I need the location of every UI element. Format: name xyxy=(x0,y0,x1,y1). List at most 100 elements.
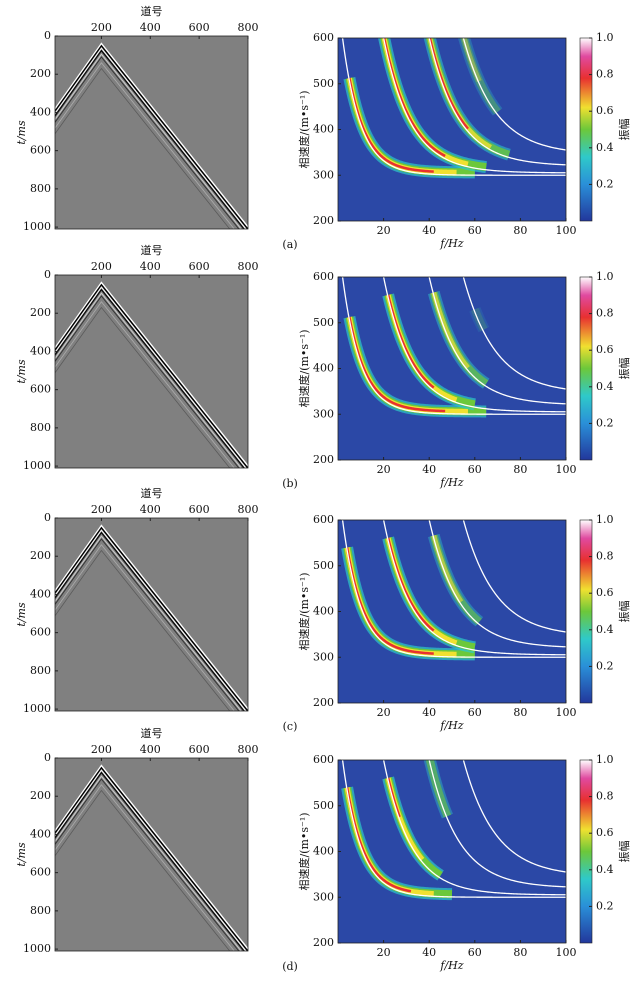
x-tick-label: 20 xyxy=(377,463,391,476)
panel-caption: (d) xyxy=(282,960,298,973)
x-tick-label: 60 xyxy=(468,946,482,959)
colorbar-tick-label: 0.8 xyxy=(596,68,614,81)
wavefront xyxy=(55,295,240,468)
wavefront xyxy=(55,56,240,229)
y-tick-label: 0 xyxy=(44,268,51,281)
energy xyxy=(457,38,503,116)
plot-frame xyxy=(54,274,249,469)
y-tick-label: 300 xyxy=(313,407,334,420)
panel-caption: (a) xyxy=(282,238,297,251)
x-tick-label: 200 xyxy=(91,260,112,273)
energy xyxy=(348,77,434,173)
y-axis-label: t/ms xyxy=(15,120,28,145)
y-axis-label: 相速度/(m•s⁻¹) xyxy=(297,812,311,890)
x-tick-label: 20 xyxy=(377,224,391,237)
energy xyxy=(469,307,490,333)
y-tick-label: 600 xyxy=(313,270,334,283)
x-tick-label: 80 xyxy=(513,706,527,719)
x-tick-label: 60 xyxy=(468,224,482,237)
wavefront xyxy=(55,283,248,468)
x-tick-label: 40 xyxy=(422,706,436,719)
x-tick-label: 60 xyxy=(468,463,482,476)
x-axis-label: f/Hz xyxy=(439,476,463,489)
x-axis-label: f/Hz xyxy=(439,719,463,732)
wavefront xyxy=(55,529,247,711)
x-tick-label: 600 xyxy=(189,503,210,516)
x-tick-label: 100 xyxy=(556,463,577,476)
energy xyxy=(348,316,446,413)
y-tick-label: 600 xyxy=(313,753,334,766)
y-tick-label: 0 xyxy=(44,751,51,764)
colorbar-tick-label: 0.8 xyxy=(596,790,614,803)
theory-curve xyxy=(428,760,566,888)
background xyxy=(338,520,566,703)
y-tick-label: 500 xyxy=(313,559,334,572)
x-tick-label: 40 xyxy=(422,946,436,959)
y-tick-label: 200 xyxy=(313,696,334,709)
energy xyxy=(431,534,464,604)
colorbar-tick-label: 0.6 xyxy=(596,826,614,839)
theory-curve xyxy=(382,760,566,896)
x-axis-label: 道号 xyxy=(141,4,163,18)
energy xyxy=(431,291,470,370)
y-tick-label: 500 xyxy=(313,316,334,329)
y-axis-label: t/ms xyxy=(15,842,28,867)
y-tick-label: 400 xyxy=(30,344,51,357)
dispersion-image xyxy=(338,520,566,703)
y-axis-label: t/ms xyxy=(15,359,28,384)
y-tick-label: 300 xyxy=(313,650,334,663)
y-axis-label: 相速度/(m•s⁻¹) xyxy=(297,329,311,407)
y-tick-label: 600 xyxy=(30,144,51,157)
y-tick-label: 1000 xyxy=(23,220,51,233)
x-tick-label: 400 xyxy=(140,743,161,756)
x-tick-label: 600 xyxy=(189,260,210,273)
theory-curve xyxy=(428,520,566,648)
y-tick-label: 0 xyxy=(44,511,51,524)
colorbar-tick-label: 0.4 xyxy=(596,380,614,393)
y-tick-label: 300 xyxy=(313,890,334,903)
colorbar-label: 振幅 xyxy=(617,358,631,380)
x-tick-label: 40 xyxy=(422,463,436,476)
theory-curve xyxy=(462,520,566,633)
theory-curve xyxy=(341,760,566,898)
x-tick-label: 60 xyxy=(468,706,482,719)
seismic-image xyxy=(55,275,248,468)
wavefront xyxy=(55,524,248,710)
wavefront xyxy=(55,281,248,467)
y-tick-label: 600 xyxy=(30,866,51,879)
x-tick-label: 200 xyxy=(91,21,112,34)
colorbar-tick-label: 0.8 xyxy=(596,550,614,563)
x-tick-label: 600 xyxy=(189,743,210,756)
y-tick-label: 600 xyxy=(313,31,334,44)
colorbar xyxy=(579,759,593,944)
y-axis-label: 相速度/(m•s⁻¹) xyxy=(297,90,311,168)
energy xyxy=(345,547,434,655)
colorbar-tick-label: 1.0 xyxy=(596,31,614,44)
energy xyxy=(386,537,435,632)
wavefront xyxy=(55,42,248,228)
x-tick-label: 40 xyxy=(422,224,436,237)
wavefront xyxy=(55,544,235,711)
colorbar xyxy=(579,276,593,461)
x-tick-label: 400 xyxy=(140,260,161,273)
y-tick-label: 800 xyxy=(30,182,51,195)
colorbar-tick-label: 0.6 xyxy=(596,343,614,356)
seismic-image xyxy=(55,758,248,951)
x-tick-label: 600 xyxy=(189,21,210,34)
wavefront xyxy=(55,771,245,951)
colorbar-tick-label: 0.6 xyxy=(596,586,614,599)
dispersion-image xyxy=(338,38,566,221)
energy xyxy=(425,760,452,818)
y-tick-label: 300 xyxy=(313,168,334,181)
colorbar-tick-label: 0.4 xyxy=(596,623,614,636)
dispersion-image xyxy=(338,277,566,460)
wavefront xyxy=(55,538,240,711)
energy xyxy=(386,777,401,818)
colorbar-tick-label: 0.4 xyxy=(596,863,614,876)
theory-curve xyxy=(462,760,566,873)
background xyxy=(338,760,566,943)
seismic-image xyxy=(55,36,248,229)
dispersion-image xyxy=(338,760,566,943)
y-tick-label: 400 xyxy=(313,123,334,136)
colorbar-tick-label: 0.4 xyxy=(596,141,614,154)
